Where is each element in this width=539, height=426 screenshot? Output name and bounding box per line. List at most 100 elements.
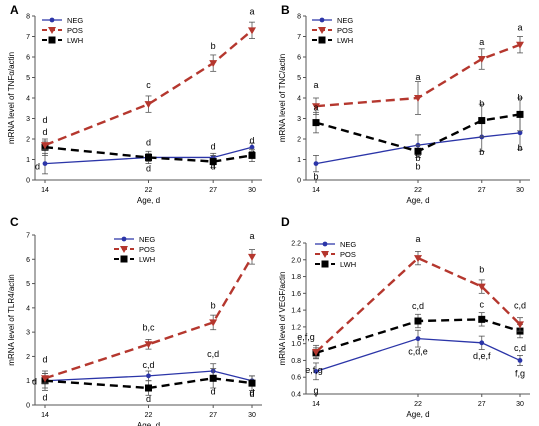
series-neg — [313, 329, 523, 381]
y-tick-label: 1 — [297, 157, 301, 164]
significance-letter: d — [42, 115, 47, 125]
x-tick-label: 14 — [312, 187, 320, 194]
pos-marker — [321, 251, 329, 258]
lwh-marker — [145, 153, 152, 161]
x-tick-label: 22 — [145, 412, 153, 419]
y-tick-label: 1.2 — [291, 324, 301, 331]
panel-letter: D — [281, 215, 290, 229]
y-tick-label: 2 — [26, 354, 30, 361]
series-line — [315, 113, 521, 153]
y-tick-label: 6 — [297, 55, 301, 62]
neg-marker — [42, 161, 48, 167]
significance-letter: d — [211, 386, 216, 396]
legend-item-pos: POS — [315, 250, 356, 259]
y-tick-label: 8 — [297, 14, 301, 21]
pos-marker — [41, 142, 49, 150]
neg-marker — [49, 17, 55, 23]
y-tick-label: 1.6 — [291, 291, 301, 298]
series-lwh — [312, 97, 524, 158]
neg-marker — [479, 340, 485, 346]
x-tick-label: 30 — [516, 401, 524, 408]
y-axis-label: mRNA level of TLR4/actin — [7, 274, 16, 365]
series-line — [315, 43, 521, 108]
legend-item-lwh: LWH — [312, 36, 353, 45]
significance-letter: a — [415, 72, 420, 82]
significance-letter: b — [415, 153, 420, 163]
significance-letter: b — [313, 172, 318, 182]
y-tick-label: 2.0 — [291, 257, 301, 264]
x-tick-label: 30 — [516, 187, 524, 194]
legend-label: NEG — [139, 235, 155, 244]
legend-label: POS — [340, 250, 356, 259]
legend-label: NEG — [67, 16, 83, 25]
panel-b: B 0 1 2 3 4 5 6 7 8 14 22 27 30 Age, d mRNA level of TN… — [278, 3, 530, 205]
x-tick-label: 27 — [209, 187, 217, 194]
lwh-marker — [318, 36, 326, 44]
y-tick-label: 7 — [297, 34, 301, 41]
pos-marker — [312, 103, 320, 111]
x-axis-label: Age, d — [137, 421, 160, 426]
neg-marker — [517, 358, 523, 363]
series-line — [315, 256, 521, 353]
y-tick-label: 6 — [26, 55, 30, 62]
significance-letter: d — [146, 137, 151, 147]
pos-marker — [477, 283, 486, 291]
pos-marker — [48, 27, 56, 34]
y-tick-label: 1 — [26, 378, 30, 385]
significance-letter: a — [415, 234, 420, 244]
significance-letter: b — [479, 265, 484, 275]
x-tick-label: 27 — [209, 412, 217, 419]
legend-label: POS — [337, 26, 353, 35]
pos-marker — [312, 349, 320, 357]
legend-item-neg: NEG — [312, 16, 353, 25]
series-line — [44, 146, 253, 163]
y-tick-label: 0 — [26, 403, 30, 410]
pos-marker — [414, 95, 422, 102]
y-tick-label: 1.0 — [291, 341, 301, 348]
x-tick-label: 14 — [41, 187, 49, 194]
y-axis-label: mRNA level of TNC/actin — [278, 54, 287, 142]
y-tick-label: 2 — [297, 137, 301, 144]
legend-item-pos: POS — [312, 26, 353, 35]
y-tick-label: 3 — [26, 330, 30, 337]
significance-letter: a — [517, 23, 522, 33]
y-tick-label: 7 — [26, 34, 30, 41]
significance-letter: g — [313, 385, 318, 395]
x-tick-label: 22 — [145, 187, 153, 194]
significance-letter: d — [249, 135, 254, 145]
lwh-marker — [48, 36, 56, 44]
y-tick-label: 8 — [26, 14, 30, 21]
x-tick-label: 22 — [414, 187, 422, 194]
pos-marker — [516, 321, 524, 329]
significance-letter: c,d — [514, 343, 526, 353]
legend-label: LWH — [340, 260, 356, 269]
significance-letter: c,d — [207, 349, 219, 359]
significance-letter: d — [42, 393, 47, 403]
series-line — [44, 256, 254, 380]
significance-letter: c,d,e — [408, 347, 428, 357]
pos-marker — [248, 27, 256, 35]
significance-letter: d — [249, 388, 254, 398]
significance-letter: e,f,g — [305, 365, 323, 375]
panel-letter: A — [10, 3, 19, 17]
series-line — [44, 146, 253, 165]
legend-label: POS — [139, 245, 155, 254]
legend-label: LWH — [139, 255, 155, 264]
series-pos — [41, 249, 256, 384]
pos-marker — [248, 253, 256, 261]
neg-marker — [121, 236, 127, 242]
x-tick-label: 30 — [248, 412, 256, 419]
y-tick-label: 0.4 — [291, 392, 301, 399]
pos-marker — [318, 27, 326, 34]
lwh-marker — [478, 315, 486, 323]
lwh-marker — [516, 110, 524, 118]
pos-marker — [209, 319, 218, 327]
x-axis-label: Age, d — [406, 410, 429, 419]
y-tick-label: 0 — [297, 178, 301, 185]
pos-marker — [209, 60, 218, 68]
series-line — [315, 132, 521, 165]
pos-marker — [477, 56, 486, 64]
y-tick-label: 4 — [26, 96, 30, 103]
significance-letter: b,c — [142, 322, 155, 332]
